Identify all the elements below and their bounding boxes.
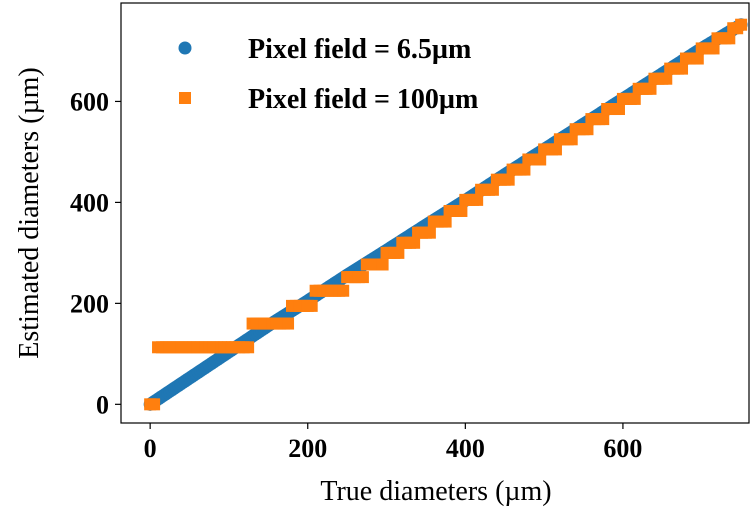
series-2-point xyxy=(408,236,421,249)
y-tick-label: 400 xyxy=(70,188,109,217)
x-tick-label: 0 xyxy=(144,434,157,463)
series-2-point xyxy=(549,143,562,156)
series-2-point xyxy=(376,258,389,271)
series-2-point xyxy=(735,18,748,31)
series-2-point xyxy=(471,193,484,206)
series-2-point xyxy=(534,153,547,166)
y-tick-label: 600 xyxy=(70,87,109,116)
series-2-point xyxy=(644,82,657,95)
x-tick-label: 400 xyxy=(446,434,485,463)
y-axis: 0 200 400 600 xyxy=(70,87,121,419)
series-2-point xyxy=(242,341,255,354)
legend-label: Pixel field = 100µm xyxy=(248,84,478,115)
series-2-point xyxy=(486,183,499,196)
series-2-point xyxy=(565,133,578,146)
series-2-point xyxy=(691,52,704,65)
series-2-point xyxy=(455,204,468,217)
series-2-point xyxy=(707,42,720,55)
series-2-point xyxy=(518,163,531,176)
series-2-point xyxy=(628,92,641,105)
series-2-point xyxy=(660,72,673,85)
series-2-point xyxy=(423,226,436,239)
legend: Pixel field = 6.5µm Pixel field = 100µm xyxy=(178,34,478,115)
series-2-point xyxy=(356,271,369,284)
series-2-point xyxy=(502,173,515,186)
plot-frame xyxy=(120,2,750,424)
y-tick-label: 200 xyxy=(70,289,109,318)
legend-label: Pixel field = 6.5µm xyxy=(248,34,471,65)
legend-marker-circle xyxy=(178,41,192,55)
y-axis-label: Estimated diameters (µm) xyxy=(14,67,45,358)
x-axis-label: True diameters (µm) xyxy=(320,476,551,507)
legend-marker-square xyxy=(179,92,191,104)
series-2-point xyxy=(597,113,610,126)
series-2-point xyxy=(439,215,452,228)
series-2-point xyxy=(282,317,295,330)
series-2-point xyxy=(305,299,318,312)
series-2-point xyxy=(337,284,350,297)
series-2-point xyxy=(723,32,736,45)
y-tick-label: 0 xyxy=(96,390,109,419)
x-tick-label: 200 xyxy=(288,434,327,463)
series-2-point xyxy=(148,398,161,411)
series-2-point xyxy=(612,103,625,116)
series-2-point xyxy=(392,246,405,259)
x-tick-label: 600 xyxy=(603,434,642,463)
plot-marks xyxy=(143,18,748,411)
x-axis: 0 200 400 600 xyxy=(144,423,642,463)
series-2-point xyxy=(581,123,594,136)
series-2-point xyxy=(676,62,689,75)
